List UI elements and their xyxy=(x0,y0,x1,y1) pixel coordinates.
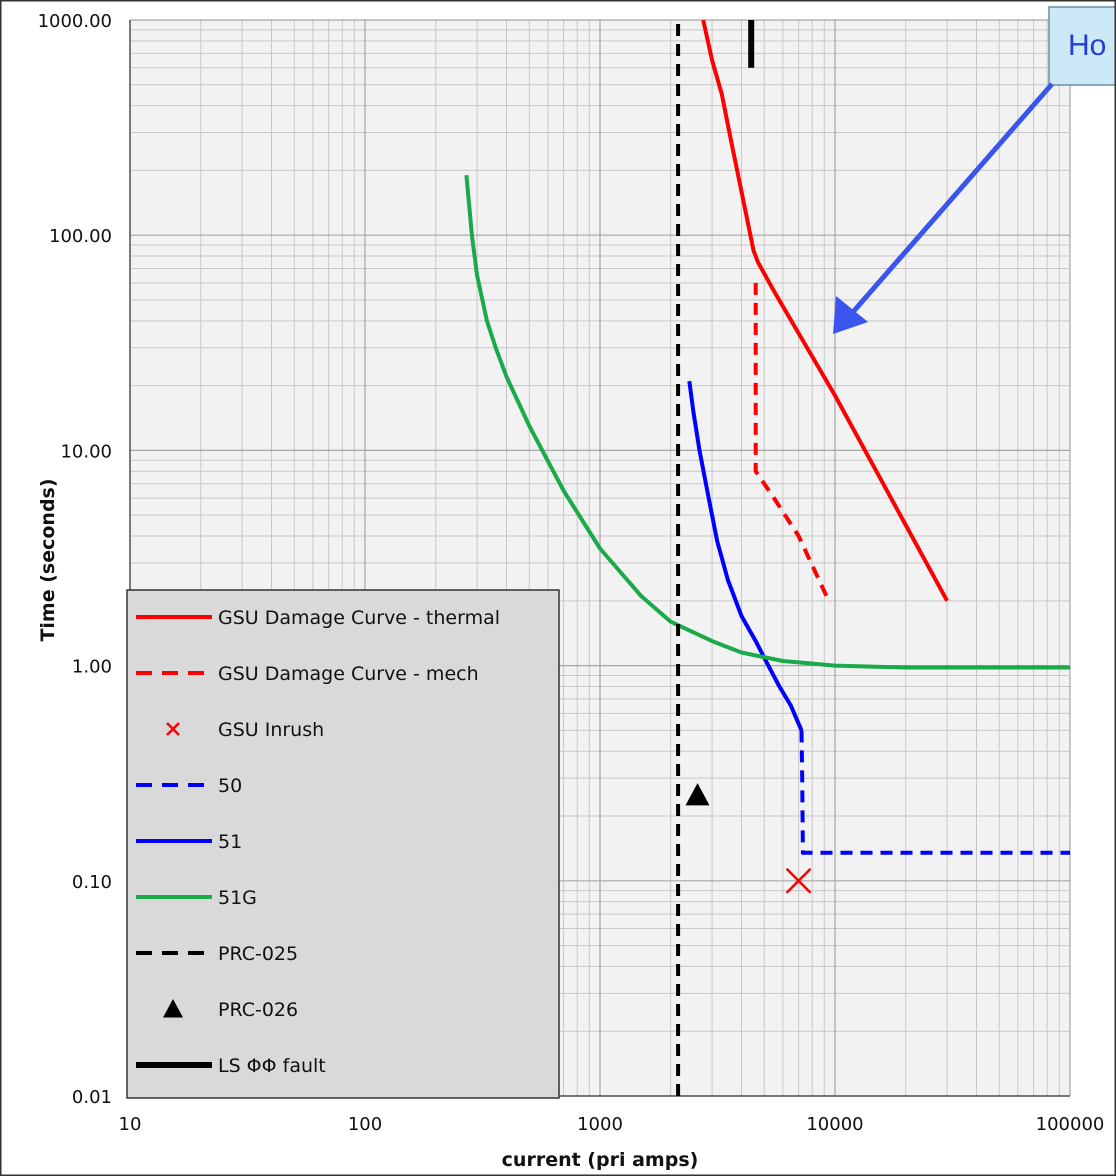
legend-item-gsu-damage-curve-thermal: GSU Damage Curve - thermal xyxy=(136,607,500,629)
x-axis-title: current (pri amps) xyxy=(502,1149,699,1171)
legend-label: GSU Damage Curve - thermal xyxy=(218,607,500,629)
series-layer xyxy=(464,19,1070,1096)
series-50 xyxy=(799,730,1070,855)
y-axis-tick-labels: 0.01 0.10 1.00 10.00 100.00 1000.00 xyxy=(38,11,112,1108)
x-tick-label: 100000 xyxy=(1036,1114,1105,1135)
x-tick-label: 100 xyxy=(348,1114,382,1135)
legend-item-50: 50 xyxy=(136,775,242,797)
x-axis-tick-labels: 10 100 1000 10000 100000 xyxy=(119,1114,1105,1135)
legend-label: LS ΦΦ fault xyxy=(218,1055,326,1077)
data-point-prc-026 xyxy=(685,783,710,806)
series-line-51g xyxy=(464,175,1070,670)
series-gsu-damage-curve-mech xyxy=(753,282,832,605)
x-tick-label: 10000 xyxy=(806,1114,863,1135)
legend-item-prc-026: PRC-026 xyxy=(163,999,298,1021)
x-tick-label: 10 xyxy=(119,1114,142,1135)
legend-label: 51G xyxy=(218,887,257,909)
legend-swatch xyxy=(166,722,180,736)
legend-item-prc-025: PRC-025 xyxy=(136,943,298,965)
legend-label: PRC-026 xyxy=(218,999,298,1021)
series-line-51 xyxy=(687,380,804,732)
series-51 xyxy=(687,380,804,732)
series-line-gsu-damage-curve-mech xyxy=(753,282,832,605)
y-tick-label: 10.00 xyxy=(60,441,112,462)
data-point-gsu-inrush xyxy=(785,867,812,894)
callout-arrow-head xyxy=(833,296,868,334)
legend-item-ls-fault: LS ΦΦ fault xyxy=(136,1055,326,1077)
legend-label: PRC-025 xyxy=(218,943,298,965)
series-gsu-inrush xyxy=(785,867,812,894)
callout-text: Ho xyxy=(1068,29,1106,62)
y-tick-label: 100.00 xyxy=(49,226,112,247)
series-line-50 xyxy=(799,730,1070,855)
legend: GSU Damage Curve - thermal GSU Damage Cur… xyxy=(126,589,560,1099)
y-tick-label: 1000.00 xyxy=(38,11,112,32)
x-tick-label: 1000 xyxy=(577,1114,623,1135)
legend-swatch xyxy=(163,999,183,1018)
legend-item-51g: 51G xyxy=(136,887,257,909)
y-tick-label: 1.00 xyxy=(72,657,112,678)
legend-label: GSU Inrush xyxy=(218,719,324,741)
legend-label: GSU Damage Curve - mech xyxy=(218,663,479,685)
series-51g xyxy=(464,175,1070,670)
y-axis-title: Time (seconds) xyxy=(37,478,59,641)
legend-item-gsu-damage-curve-mech: GSU Damage Curve - mech xyxy=(136,663,479,685)
callout: Ho xyxy=(833,6,1116,334)
y-tick-label: 0.01 xyxy=(72,1087,112,1108)
series-prc-026 xyxy=(685,783,710,806)
callout-arrow xyxy=(833,82,1054,334)
legend-items: GSU Damage Curve - thermal GSU Damage Cur… xyxy=(136,607,500,1077)
series-gsu-damage-curve-thermal xyxy=(701,19,949,602)
callout-box xyxy=(1048,6,1116,86)
legend-label: 51 xyxy=(218,831,242,853)
legend-item-51: 51 xyxy=(136,831,242,853)
callout-arrow-line xyxy=(844,82,1054,322)
y-tick-label: 0.10 xyxy=(72,872,112,893)
legend-item-gsu-inrush: GSU Inrush xyxy=(166,719,324,741)
legend-label: 50 xyxy=(218,775,242,797)
series-line-gsu-damage-curve-thermal xyxy=(701,19,949,602)
